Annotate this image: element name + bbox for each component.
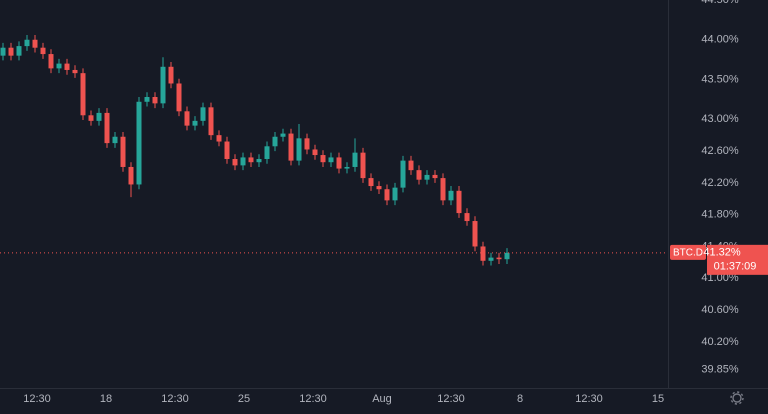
candle-body [32, 39, 38, 48]
last-price-badge [707, 244, 768, 275]
candle-body [120, 136, 126, 167]
candle-body [56, 63, 62, 69]
x-tick-label: 15 [652, 393, 664, 405]
candle-body [104, 112, 110, 144]
y-tick-label: 40.20% [701, 336, 739, 348]
candle-body [336, 157, 342, 169]
y-tick-label: 42.20% [701, 177, 739, 189]
candle-body [208, 107, 214, 136]
candle-body [480, 246, 486, 261]
candle-body [192, 120, 198, 126]
candle-body [48, 54, 54, 69]
candle-body [256, 159, 262, 163]
candle-body [8, 47, 14, 56]
candle-body [456, 190, 462, 214]
candle-body [408, 160, 414, 171]
candle-body [128, 166, 134, 185]
candle-body [488, 257, 494, 261]
candle-body [184, 111, 190, 126]
candle-body [0, 47, 6, 56]
y-tick-label: 39.85% [701, 364, 739, 376]
candle-body [240, 157, 246, 166]
candle-body [112, 136, 118, 144]
candle-body [312, 149, 318, 156]
candle-body [232, 159, 238, 166]
symbol-badge [670, 244, 706, 260]
candle-body [224, 141, 230, 160]
x-tick-label: 18 [100, 393, 112, 405]
x-tick-label: 25 [238, 393, 250, 405]
candle-body [360, 152, 366, 179]
y-tick-label: 40.60% [701, 304, 739, 316]
y-tick-label: 42.60% [701, 145, 739, 157]
candle-body [504, 252, 510, 260]
candle-body [288, 133, 294, 161]
x-tick-label: 12:30 [299, 393, 327, 405]
countdown-label: 01:37:09 [714, 261, 757, 273]
candle-body [328, 157, 334, 163]
candle-body [448, 190, 454, 201]
candle-body [80, 73, 86, 116]
x-tick-label: 12:30 [23, 393, 51, 405]
x-tick-label: Aug [372, 393, 392, 405]
candle-body [264, 146, 270, 160]
plot-area [0, 34, 510, 266]
y-tick-label: 43.00% [701, 113, 739, 125]
y-tick-label: 41.00% [701, 272, 739, 284]
candle-body [136, 101, 142, 185]
candle-body [64, 63, 70, 70]
candle-body [472, 221, 478, 247]
y-tick-label: 44.50% [701, 0, 739, 6]
candle-body [440, 178, 446, 201]
candle-body [296, 138, 302, 161]
candle-body [216, 135, 222, 142]
candle-body [248, 157, 254, 163]
candle-body [496, 257, 502, 260]
candle-body [344, 166, 350, 169]
candle-body [152, 97, 158, 104]
candle-body [416, 170, 422, 180]
candle-body [96, 112, 102, 121]
candle-body [368, 178, 374, 187]
y-tick-label: 43.50% [701, 73, 739, 85]
y-tick-label: 41.80% [701, 209, 739, 221]
candle-body [392, 187, 398, 201]
x-tick-label: 12:30 [437, 393, 465, 405]
candle-body [72, 69, 78, 74]
x-tick-label: 12:30 [161, 393, 189, 405]
candle-body [272, 136, 278, 147]
candle-body [144, 97, 150, 102]
candle-body [88, 115, 94, 121]
candle-body [352, 152, 358, 167]
candle-body [384, 189, 390, 201]
candle-body [200, 107, 206, 121]
last-price-label: 41.32% [703, 247, 741, 259]
candle-body [432, 174, 438, 179]
candle-body [320, 155, 326, 163]
candle-body [304, 138, 310, 150]
gear-teeth[interactable] [730, 391, 744, 405]
candle-body [424, 174, 430, 180]
x-tick-label: 12:30 [575, 393, 603, 405]
candle-body [160, 66, 166, 104]
candle-body [400, 160, 406, 188]
settings-icon[interactable] [730, 391, 744, 405]
y-tick-label: 44.00% [701, 34, 739, 46]
candle-body [24, 39, 30, 47]
candle-body [176, 83, 182, 112]
candle-body [40, 47, 46, 55]
candle-body [376, 186, 382, 190]
candle-body [464, 213, 470, 222]
candle-body [16, 46, 22, 56]
candle-body [168, 66, 174, 84]
gear-ring[interactable] [732, 393, 742, 403]
x-tick-label: 8 [517, 393, 523, 405]
symbol-label: BTC.D [673, 247, 703, 258]
candle-body [280, 133, 286, 137]
